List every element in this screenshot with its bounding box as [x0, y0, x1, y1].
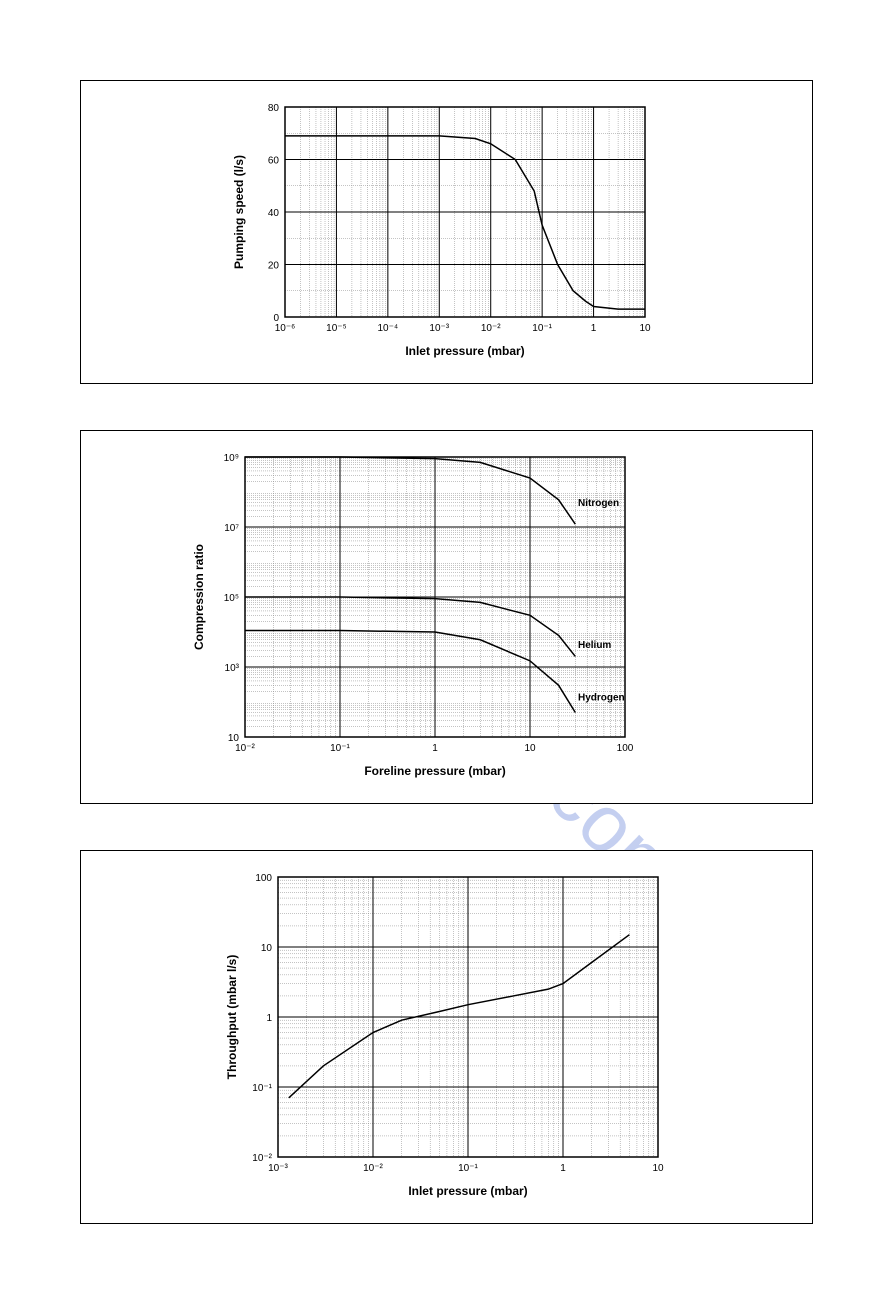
svg-text:10: 10	[652, 1163, 664, 1174]
svg-text:10⁻¹: 10⁻¹	[532, 323, 552, 334]
figure-panel-3: 10⁻³10⁻²10⁻¹11010⁻²10⁻¹110100Inlet press…	[80, 850, 813, 1224]
svg-text:10⁻⁴: 10⁻⁴	[377, 323, 398, 334]
svg-text:0: 0	[273, 313, 279, 324]
document-page: manualshive.com 10⁻⁶10⁻⁵10⁻⁴10⁻³10⁻²10⁻¹…	[0, 0, 893, 1310]
svg-text:10⁹: 10⁹	[223, 453, 238, 464]
svg-text:10⁻²: 10⁻²	[480, 323, 500, 334]
svg-text:100: 100	[616, 743, 633, 754]
svg-text:60: 60	[267, 156, 279, 167]
figure-panel-2: 10⁻² 10⁻¹ 1 10 100 10 10³ 10⁵ 10⁷ 10⁹ Nitrogen Heli…	[80, 430, 813, 804]
compression-ratio-chart: 10⁻² 10⁻¹ 1 10 100 10 10³ 10⁵ 10⁷ 10⁹ Nitrogen Heli…	[189, 447, 705, 787]
svg-text:Throughput (mbar l/s): Throughput (mbar l/s)	[225, 955, 239, 1080]
svg-text:10: 10	[524, 743, 536, 754]
svg-text:10⁷: 10⁷	[224, 523, 239, 534]
svg-text:Nitrogen: Nitrogen	[577, 498, 618, 509]
svg-text:Inlet pressure (mbar): Inlet pressure (mbar)	[405, 344, 524, 358]
svg-text:Foreline pressure (mbar): Foreline pressure (mbar)	[364, 764, 505, 778]
throughput-chart: 10⁻³10⁻²10⁻¹11010⁻²10⁻¹110100Inlet press…	[216, 867, 678, 1207]
svg-text:10: 10	[227, 733, 239, 744]
svg-text:10⁻²: 10⁻²	[363, 1163, 383, 1174]
svg-text:10⁻¹: 10⁻¹	[252, 1083, 272, 1094]
svg-text:1: 1	[590, 323, 596, 334]
svg-text:Helium: Helium	[577, 640, 610, 651]
svg-text:40: 40	[267, 208, 279, 219]
svg-text:10: 10	[260, 943, 272, 954]
svg-text:10⁻⁶: 10⁻⁶	[274, 323, 295, 334]
svg-text:10³: 10³	[224, 663, 239, 674]
svg-text:1: 1	[432, 743, 438, 754]
svg-text:10⁻³: 10⁻³	[429, 323, 449, 334]
svg-text:1: 1	[266, 1013, 272, 1024]
svg-text:100: 100	[255, 873, 272, 884]
svg-text:10⁵: 10⁵	[223, 593, 238, 604]
figure-panel-1: 10⁻⁶ 10⁻⁵ 10⁻⁴ 10⁻³ 10⁻² 10⁻¹ 1 10 0 20 40 60 80 Inle…	[80, 80, 813, 384]
svg-text:10⁻²: 10⁻²	[252, 1153, 272, 1164]
svg-text:Compression ratio: Compression ratio	[192, 544, 206, 650]
svg-text:Hydrogen: Hydrogen	[577, 693, 624, 704]
svg-text:Pumping speed (l/s): Pumping speed (l/s)	[232, 155, 246, 269]
svg-text:10⁻²: 10⁻²	[235, 743, 255, 754]
svg-text:Inlet pressure (mbar): Inlet pressure (mbar)	[408, 1184, 527, 1198]
pumping-speed-chart: 10⁻⁶ 10⁻⁵ 10⁻⁴ 10⁻³ 10⁻² 10⁻¹ 1 10 0 20 40 60 80 Inle…	[229, 97, 665, 367]
svg-text:10: 10	[639, 323, 651, 334]
svg-text:1: 1	[560, 1163, 566, 1174]
svg-text:80: 80	[267, 103, 279, 114]
svg-text:10⁻¹: 10⁻¹	[330, 743, 350, 754]
svg-text:10⁻³: 10⁻³	[268, 1163, 288, 1174]
svg-text:10⁻¹: 10⁻¹	[458, 1163, 478, 1174]
svg-text:10⁻⁵: 10⁻⁵	[326, 323, 347, 334]
svg-text:20: 20	[267, 261, 279, 272]
